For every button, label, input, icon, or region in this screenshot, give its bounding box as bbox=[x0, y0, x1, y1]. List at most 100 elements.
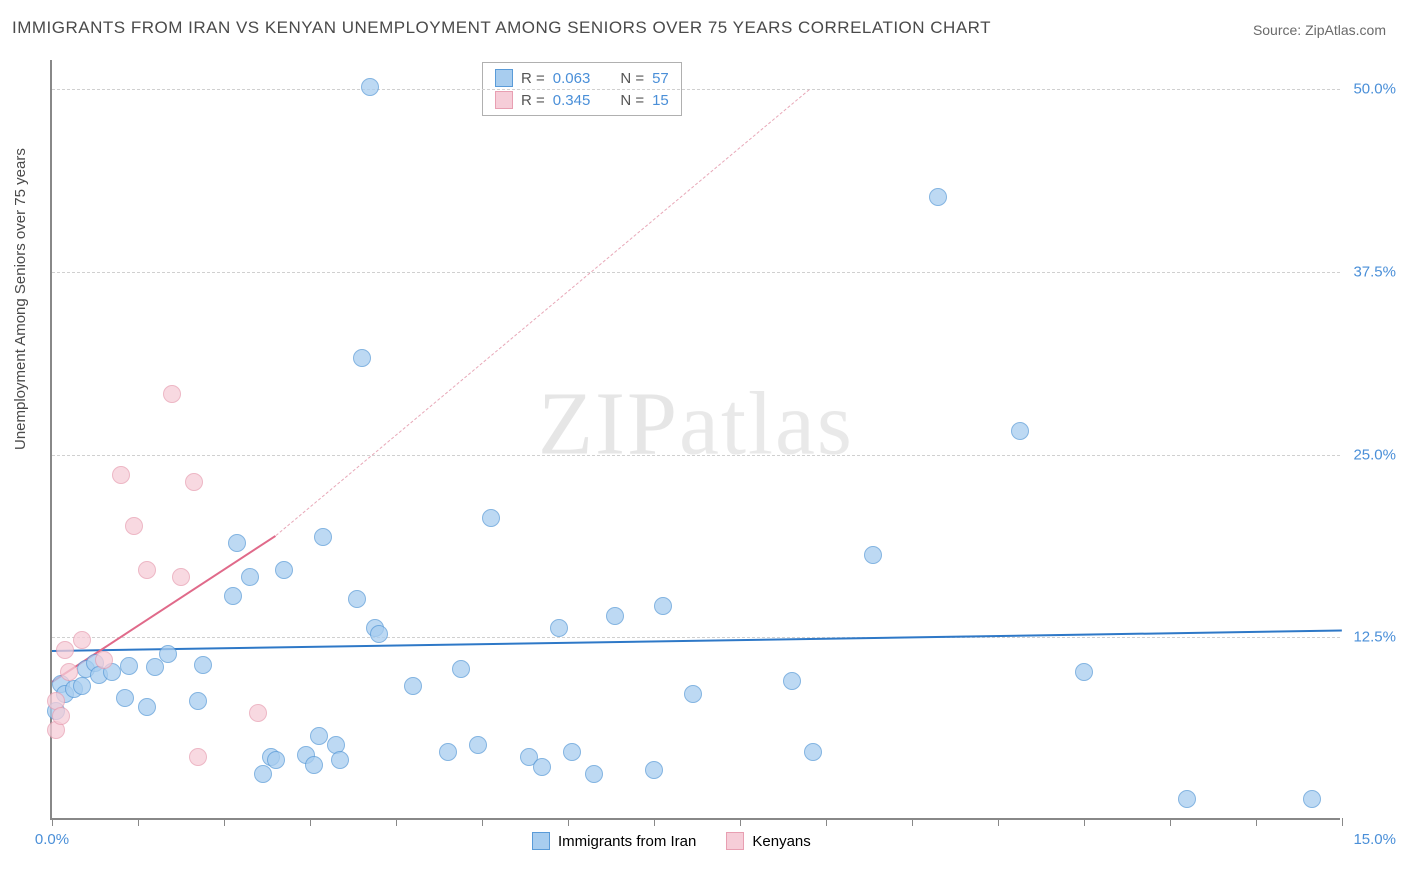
data-point bbox=[305, 756, 323, 774]
legend-series: Immigrants from Iran Kenyans bbox=[532, 832, 811, 850]
legend-swatch bbox=[726, 832, 744, 850]
data-point bbox=[482, 509, 500, 527]
trend-line bbox=[52, 630, 1342, 652]
x-tick bbox=[138, 818, 139, 826]
gridline bbox=[52, 637, 1340, 638]
data-point bbox=[404, 677, 422, 695]
data-point bbox=[585, 765, 603, 783]
data-point bbox=[125, 517, 143, 535]
data-point bbox=[452, 660, 470, 678]
legend-label: Immigrants from Iran bbox=[558, 833, 696, 850]
data-point bbox=[185, 473, 203, 491]
data-point bbox=[73, 631, 91, 649]
data-point bbox=[275, 561, 293, 579]
x-tick bbox=[912, 818, 913, 826]
r-value: 0.063 bbox=[553, 70, 591, 87]
data-point bbox=[1011, 422, 1029, 440]
data-point bbox=[1178, 790, 1196, 808]
data-point bbox=[56, 641, 74, 659]
x-tick bbox=[52, 818, 53, 826]
data-point bbox=[138, 698, 156, 716]
data-point bbox=[469, 736, 487, 754]
data-point bbox=[439, 743, 457, 761]
data-point bbox=[73, 677, 91, 695]
data-point bbox=[310, 727, 328, 745]
x-tick bbox=[654, 818, 655, 826]
legend-row: R = 0.063 N = 57 bbox=[495, 67, 669, 89]
n-label: N = bbox=[620, 70, 644, 87]
data-point bbox=[370, 625, 388, 643]
x-tick bbox=[224, 818, 225, 826]
data-point bbox=[228, 534, 246, 552]
x-tick bbox=[1342, 818, 1343, 826]
data-point bbox=[138, 561, 156, 579]
data-point bbox=[361, 78, 379, 96]
legend-swatch bbox=[532, 832, 550, 850]
legend-item: Immigrants from Iran bbox=[532, 832, 696, 850]
x-tick bbox=[740, 818, 741, 826]
data-point bbox=[241, 568, 259, 586]
data-point bbox=[112, 466, 130, 484]
data-point bbox=[348, 590, 366, 608]
x-tick bbox=[310, 818, 311, 826]
n-label: N = bbox=[620, 92, 644, 109]
data-point bbox=[314, 528, 332, 546]
legend-swatch bbox=[495, 91, 513, 109]
data-point bbox=[95, 651, 113, 669]
data-point bbox=[864, 546, 882, 564]
r-label: R = bbox=[521, 70, 545, 87]
gridline bbox=[52, 89, 1340, 90]
data-point bbox=[224, 587, 242, 605]
legend-label: Kenyans bbox=[752, 833, 810, 850]
r-value: 0.345 bbox=[553, 92, 591, 109]
data-point bbox=[783, 672, 801, 690]
data-point bbox=[249, 704, 267, 722]
data-point bbox=[1303, 790, 1321, 808]
data-point bbox=[645, 761, 663, 779]
n-value: 57 bbox=[652, 70, 669, 87]
watermark: ZIPatlas bbox=[538, 372, 854, 475]
x-tick bbox=[1256, 818, 1257, 826]
x-tick bbox=[826, 818, 827, 826]
data-point bbox=[60, 663, 78, 681]
data-point bbox=[189, 748, 207, 766]
n-value: 15 bbox=[652, 92, 669, 109]
r-label: R = bbox=[521, 92, 545, 109]
gridline bbox=[52, 455, 1340, 456]
source-attribution: Source: ZipAtlas.com bbox=[1253, 22, 1386, 38]
data-point bbox=[52, 707, 70, 725]
x-tick bbox=[998, 818, 999, 826]
x-tick bbox=[396, 818, 397, 826]
data-point bbox=[189, 692, 207, 710]
data-point bbox=[804, 743, 822, 761]
data-point bbox=[116, 689, 134, 707]
data-point bbox=[353, 349, 371, 367]
y-tick-label: 25.0% bbox=[1353, 446, 1396, 463]
data-point bbox=[159, 645, 177, 663]
data-point bbox=[563, 743, 581, 761]
legend-row: R = 0.345 N = 15 bbox=[495, 89, 669, 111]
x-tick bbox=[1084, 818, 1085, 826]
data-point bbox=[684, 685, 702, 703]
legend-item: Kenyans bbox=[726, 832, 810, 850]
legend-swatch bbox=[495, 69, 513, 87]
plot-area: ZIPatlas R =0.063N =57R =0.345N =15 Immi… bbox=[50, 60, 1340, 820]
data-point bbox=[172, 568, 190, 586]
data-point bbox=[654, 597, 672, 615]
data-point bbox=[267, 751, 285, 769]
trend-line bbox=[275, 89, 809, 536]
x-tick bbox=[482, 818, 483, 826]
data-point bbox=[120, 657, 138, 675]
data-point bbox=[533, 758, 551, 776]
chart-title: IMMIGRANTS FROM IRAN VS KENYAN UNEMPLOYM… bbox=[12, 18, 991, 38]
y-axis-label: Unemployment Among Seniors over 75 years bbox=[12, 148, 29, 450]
x-tick bbox=[1170, 818, 1171, 826]
data-point bbox=[550, 619, 568, 637]
data-point bbox=[194, 656, 212, 674]
data-point bbox=[163, 385, 181, 403]
data-point bbox=[929, 188, 947, 206]
x-tick-label: 15.0% bbox=[1353, 831, 1396, 848]
y-tick-label: 12.5% bbox=[1353, 629, 1396, 646]
data-point bbox=[331, 751, 349, 769]
gridline bbox=[52, 272, 1340, 273]
